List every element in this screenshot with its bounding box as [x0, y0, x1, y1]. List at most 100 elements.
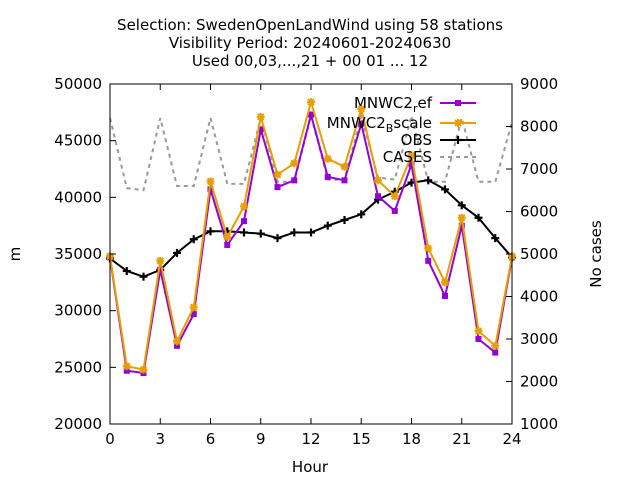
y2-tick-label: 3000	[520, 330, 558, 348]
y2-tick-label: 4000	[520, 288, 558, 306]
data-point	[174, 342, 180, 349]
data-point	[441, 185, 449, 194]
x-tick-label: 24	[502, 430, 521, 448]
data-point	[323, 221, 332, 230]
x-tick-label: 3	[155, 430, 165, 448]
data-point	[492, 349, 499, 356]
data-point	[358, 120, 365, 127]
x-tick-label: 6	[206, 430, 216, 448]
x-axis-label: Hour	[292, 458, 329, 476]
data-point	[375, 193, 381, 200]
data-point	[491, 234, 500, 243]
legend-label: OBS	[401, 131, 432, 149]
data-point	[307, 98, 315, 107]
legend-item: OBS	[401, 131, 476, 149]
data-point	[307, 228, 315, 237]
data-point	[390, 192, 399, 201]
data-point	[457, 201, 466, 210]
data-point	[123, 367, 130, 374]
x-tick-label: 15	[352, 430, 371, 448]
data-point	[458, 222, 465, 229]
data-point	[442, 292, 448, 299]
data-point	[256, 112, 265, 121]
series-cases	[109, 111, 513, 192]
y2-tick-label: 2000	[520, 373, 558, 391]
legend-item: CASES	[383, 148, 476, 166]
y-tick-label: 35000	[54, 245, 102, 263]
data-point	[274, 184, 281, 191]
data-point	[257, 126, 264, 133]
legend-label: MNWC2Bscale	[327, 114, 432, 135]
data-point	[424, 244, 433, 253]
legend-item: MNWC2Bscale	[327, 114, 476, 135]
legend-label: CASES	[383, 148, 432, 166]
data-point	[122, 362, 131, 371]
data-point	[340, 162, 349, 171]
y2-tick-label: 7000	[520, 160, 558, 178]
data-point	[341, 177, 348, 184]
data-point	[324, 173, 331, 180]
data-point	[407, 151, 416, 160]
x-tick-label: 9	[256, 430, 266, 448]
data-point	[290, 159, 299, 168]
legend-item: MNWC2ref	[354, 94, 476, 115]
y-axis-label: m	[6, 247, 24, 262]
y-tick-label: 50000	[54, 75, 102, 93]
data-point	[240, 228, 248, 237]
data-point	[273, 234, 282, 243]
data-point	[454, 136, 462, 144]
data-point	[241, 218, 247, 225]
data-point	[455, 100, 461, 106]
data-point	[207, 186, 214, 193]
y2-axis-label: No cases	[587, 220, 605, 288]
legend-label: MNWC2ref	[354, 94, 433, 115]
title-line-3: Used 00,03,...,21 + 00 01 ... 12	[192, 52, 428, 70]
y-tick-label: 40000	[54, 188, 102, 206]
data-point	[224, 241, 231, 248]
data-point	[291, 177, 298, 184]
data-point	[323, 154, 332, 163]
x-tick-label: 0	[105, 430, 115, 448]
data-point	[206, 227, 215, 236]
x-tick-label: 21	[452, 430, 471, 448]
data-point	[391, 207, 398, 214]
data-point	[223, 233, 232, 241]
y2-tick-label: 6000	[520, 203, 558, 221]
data-point	[189, 235, 198, 244]
data-point	[474, 327, 483, 336]
data-point	[173, 248, 181, 257]
x-tick-label: 12	[301, 430, 320, 448]
series-mnwc2-ref	[107, 110, 515, 376]
data-point	[457, 213, 466, 222]
x-tick-label: 18	[402, 430, 421, 448]
data-point	[425, 257, 432, 264]
data-point	[374, 176, 382, 185]
data-point	[491, 341, 500, 350]
data-point	[340, 216, 349, 224]
y2-tick-label: 8000	[520, 118, 558, 136]
title-line-1: Selection: SwedenOpenLandWind using 58 s…	[117, 16, 503, 34]
data-point	[190, 311, 197, 318]
data-point	[357, 104, 366, 113]
y-tick-label: 20000	[54, 415, 102, 433]
data-point	[173, 337, 181, 346]
data-point	[139, 365, 148, 374]
data-point	[424, 176, 433, 185]
chart-title: Selection: SwedenOpenLandWind using 58 s…	[117, 16, 503, 70]
data-point	[273, 170, 282, 179]
series-line	[109, 111, 513, 192]
data-point	[475, 336, 482, 342]
series-obs	[106, 176, 516, 281]
data-point	[441, 278, 449, 287]
data-point	[357, 210, 366, 219]
data-point	[156, 256, 165, 265]
series-layer	[106, 98, 516, 376]
data-point	[240, 202, 248, 211]
data-point	[308, 111, 314, 118]
data-point	[408, 161, 415, 168]
y-tick-label: 45000	[54, 132, 102, 150]
y2-tick-label: 9000	[520, 75, 558, 93]
y2-tick-label: 5000	[520, 245, 558, 263]
title-line-2: Visibility Period: 20240601-20240630	[169, 34, 451, 52]
y-tick-label: 25000	[54, 358, 102, 376]
